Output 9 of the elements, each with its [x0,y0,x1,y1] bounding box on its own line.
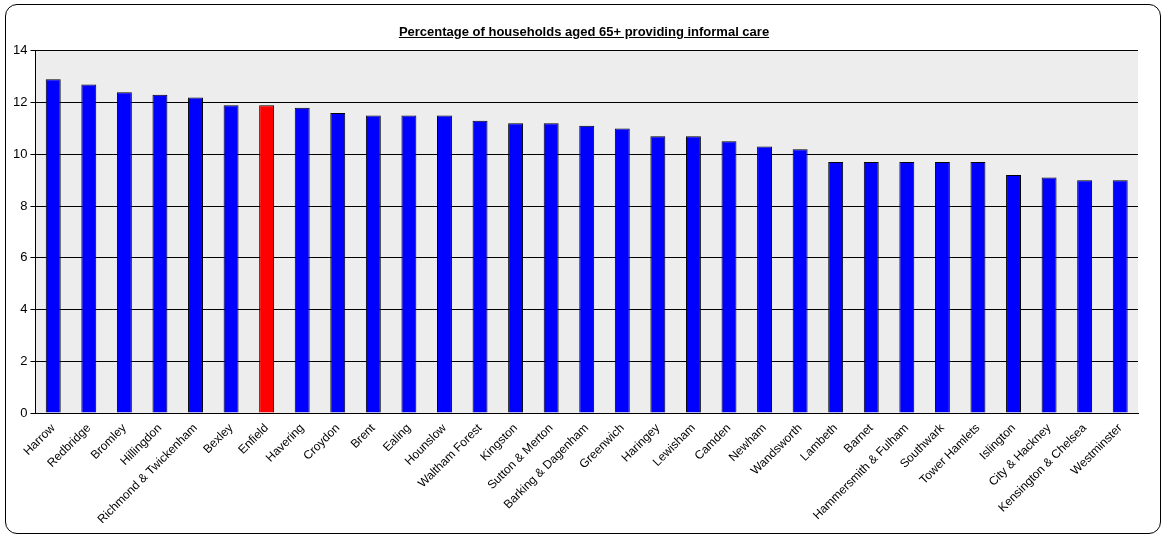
y-tick-label: 8 [20,197,28,213]
y-tick-label: 0 [20,404,28,420]
chart-title: Percentage of households aged 65+ providing informal care [397,24,771,39]
y-tick-label: 14 [12,42,28,58]
y-tick-label: 12 [12,94,28,110]
y-tick-label: 6 [20,249,28,265]
y-tick-label: 10 [12,145,28,161]
y-tick-label: 2 [20,352,28,368]
y-tick-label: 4 [20,301,28,317]
